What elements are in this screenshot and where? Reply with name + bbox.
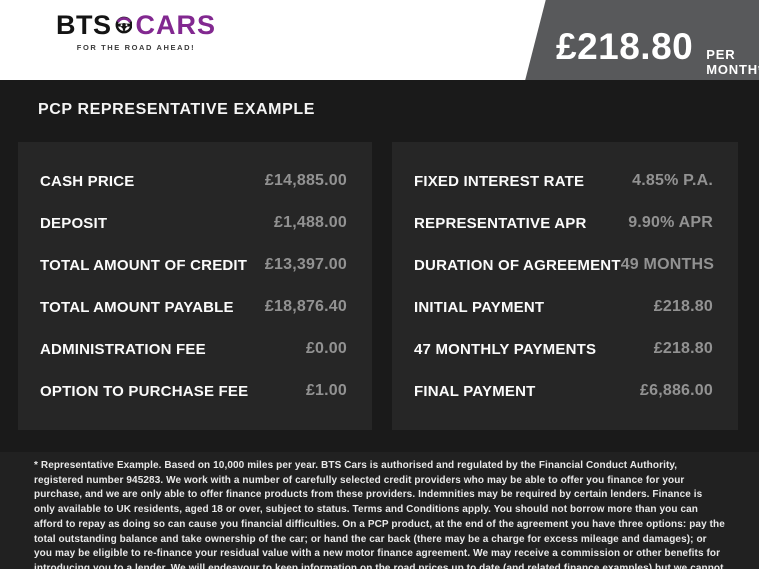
finance-table-right: FIXED INTEREST RATE 4.85% P.A. REPRESENT…: [392, 142, 738, 430]
row-value: £13,397.00: [264, 256, 347, 273]
row-value: 9.90% APR: [628, 214, 713, 231]
monthly-price-amount: £218.80: [556, 26, 694, 67]
table-row: CASH PRICE £14,885.00: [40, 160, 347, 202]
row-value: £14,885.00: [264, 172, 347, 189]
row-label: FIXED INTEREST RATE: [414, 172, 585, 190]
row-label: CASH PRICE: [40, 172, 135, 190]
table-row: DEPOSIT £1,488.00: [40, 202, 347, 244]
row-value: £218.80: [653, 298, 713, 315]
monthly-price-banner: [525, 0, 759, 80]
logo-tagline: FOR THE ROAD AHEAD!: [76, 43, 196, 52]
table-row: ADMINISTRATION FEE £0.00: [40, 328, 347, 370]
row-label: DURATION OF AGREEMENT: [414, 256, 621, 274]
row-value: £0.00: [305, 340, 347, 357]
finance-table-left: CASH PRICE £14,885.00 DEPOSIT £1,488.00 …: [18, 142, 372, 430]
row-label: INITIAL PAYMENT: [414, 298, 545, 316]
row-label: OPTION TO PURCHASE FEE: [40, 382, 249, 400]
row-label: REPRESENTATIVE APR: [414, 214, 587, 232]
header: BTS CARS FOR THE ROAD AHEAD! £218.80 PER…: [0, 0, 759, 80]
row-label: FINAL PAYMENT: [414, 382, 536, 400]
row-value: £1,488.00: [274, 214, 347, 231]
bts-cars-logo[interactable]: BTS CARS FOR THE ROAD AHEAD!: [56, 9, 216, 53]
table-row: TOTAL AMOUNT OF CREDIT £13,397.00: [40, 244, 347, 286]
table-row: 47 MONTHLY PAYMENTS £218.80: [414, 328, 713, 370]
table-row: TOTAL AMOUNT PAYABLE £18,876.40: [40, 286, 347, 328]
monthly-price-period: PER MONTH*: [706, 47, 759, 77]
row-label: DEPOSIT: [40, 214, 108, 232]
row-value: £6,886.00: [640, 382, 713, 399]
table-row: FINAL PAYMENT £6,886.00: [414, 370, 713, 412]
page-title: PCP REPRESENTATIVE EXAMPLE: [38, 101, 315, 118]
monthly-price: £218.80 PER MONTH*: [556, 0, 759, 80]
steering-wheel-icon: [115, 16, 132, 34]
table-row: OPTION TO PURCHASE FEE £1.00: [40, 370, 347, 412]
row-label: ADMINISTRATION FEE: [40, 340, 206, 358]
disclaimer-text: * Representative Example. Based on 10,00…: [34, 460, 725, 569]
row-value: £218.80: [653, 340, 713, 357]
table-row: INITIAL PAYMENT £218.80: [414, 286, 713, 328]
logo-text-cars: CARS: [135, 9, 216, 40]
row-label: 47 MONTHLY PAYMENTS: [414, 340, 597, 358]
logo-text-bts: BTS: [56, 9, 112, 40]
row-label: TOTAL AMOUNT PAYABLE: [40, 298, 234, 316]
row-value: 49 MONTHS: [620, 256, 715, 273]
table-row: REPRESENTATIVE APR 9.90% APR: [414, 202, 713, 244]
table-row: FIXED INTEREST RATE 4.85% P.A.: [414, 160, 713, 202]
row-value: £1.00: [305, 382, 347, 399]
row-value: 4.85% P.A.: [632, 172, 713, 189]
row-value: £18,876.40: [264, 298, 347, 315]
disclaimer-section: * Representative Example. Based on 10,00…: [0, 452, 759, 569]
table-row: DURATION OF AGREEMENT 49 MONTHS: [414, 244, 715, 286]
row-label: TOTAL AMOUNT OF CREDIT: [40, 256, 248, 274]
